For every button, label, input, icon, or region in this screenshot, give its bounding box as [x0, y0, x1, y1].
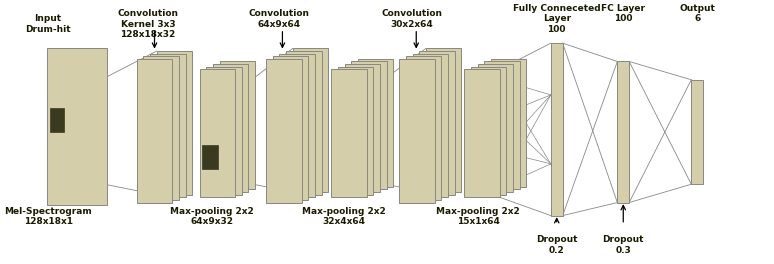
Text: Dropout
0.3: Dropout 0.3 [602, 235, 644, 255]
Bar [344, 64, 380, 192]
Bar [691, 80, 703, 184]
Text: Max-pooling 2x2
15x1x64: Max-pooling 2x2 15x1x64 [437, 207, 520, 226]
Bar [137, 59, 173, 202]
Bar [618, 62, 629, 202]
Bar [150, 54, 186, 197]
Bar [266, 59, 302, 202]
Text: Fully Conneceted
Layer
100: Fully Conneceted Layer 100 [513, 4, 601, 34]
Bar [406, 56, 441, 200]
Bar [420, 51, 454, 195]
Text: Max-pooling 2x2
32x4x64: Max-pooling 2x2 32x4x64 [302, 207, 385, 226]
Bar [358, 59, 393, 187]
Bar [46, 48, 108, 205]
Bar [551, 43, 563, 216]
Bar [331, 69, 367, 197]
Bar [50, 109, 64, 132]
Bar [426, 48, 461, 192]
Bar [220, 62, 255, 190]
Text: FC Layer
100: FC Layer 100 [601, 4, 646, 23]
Bar [478, 64, 513, 192]
Bar [207, 67, 241, 195]
Text: Mel-Spectrogram
128x18x1: Mel-Spectrogram 128x18x1 [4, 207, 92, 226]
Bar [293, 48, 328, 192]
Text: Output
6: Output 6 [680, 4, 715, 23]
Text: Max-pooling 2x2
64x9x32: Max-pooling 2x2 64x9x32 [170, 207, 254, 226]
Bar [399, 59, 435, 202]
Bar [286, 51, 322, 195]
Bar [351, 62, 387, 190]
Bar [471, 67, 506, 195]
Bar [485, 62, 520, 190]
Bar [272, 56, 308, 200]
Bar [338, 67, 373, 195]
Text: Convolution
30x2x64: Convolution 30x2x64 [382, 9, 442, 29]
Bar [491, 59, 526, 187]
Text: Convolution
Kernel 3x3
128x18x32: Convolution Kernel 3x3 128x18x32 [118, 9, 178, 39]
Text: Convolution
64x9x64: Convolution 64x9x64 [248, 9, 310, 29]
Bar [202, 145, 218, 169]
Bar [200, 69, 235, 197]
Bar [143, 56, 179, 200]
Bar [464, 69, 500, 197]
Text: Input
Drum-hit: Input Drum-hit [26, 15, 71, 34]
Bar [213, 64, 248, 192]
Bar [279, 54, 315, 197]
Text: Dropout
0.2: Dropout 0.2 [536, 235, 577, 255]
Bar [157, 51, 192, 195]
Bar [413, 54, 448, 197]
